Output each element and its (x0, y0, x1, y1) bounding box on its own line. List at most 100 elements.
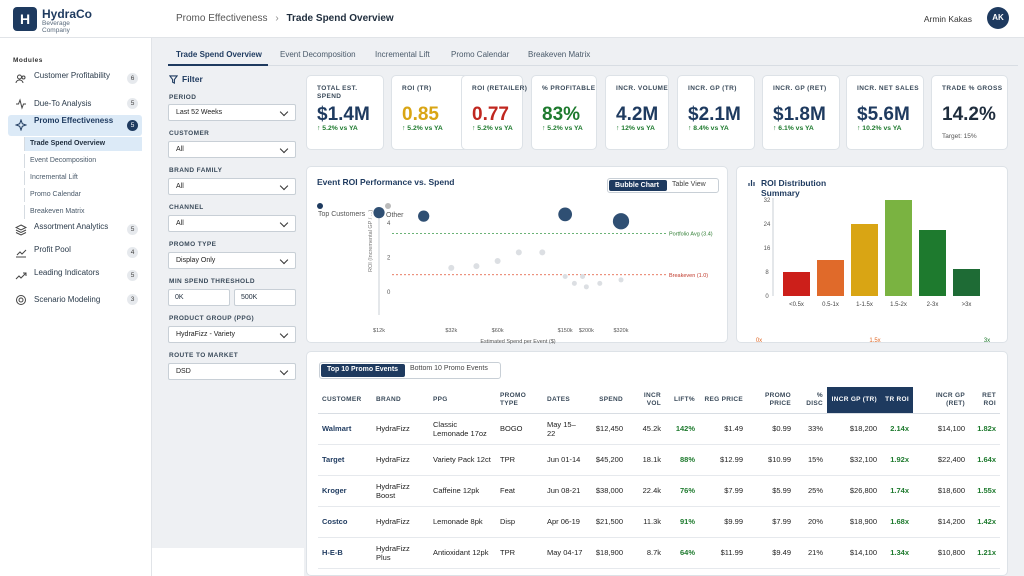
other-bubble (562, 273, 568, 279)
kpi-card-roi-tr: ROI (TR) 0.85 ↑ 5.2% vs YA (391, 75, 469, 150)
col-ret-roi[interactable]: RET ROI (969, 387, 1000, 414)
bubble-chart-toggle[interactable]: Bubble Chart (609, 180, 667, 191)
table-row[interactable]: Costco HydraFizz Lemonade 8pk Disp Apr 06-19… (318, 506, 1000, 538)
col-brand[interactable]: BRAND (372, 387, 429, 414)
sidebar-item-assortment-analytics[interactable]: Assortment Analytics 5 (8, 222, 142, 240)
sidebar-item-promo-effectiveness[interactable]: Promo Effectiveness 5 (8, 115, 142, 136)
col-reg-price[interactable]: REG PRICE (699, 387, 747, 414)
col-promo-type[interactable]: PROMO TYPE (496, 387, 543, 414)
period-select[interactable]: Last 52 Weeks (168, 104, 296, 121)
table-cell: HydraFizz Plus (372, 537, 429, 569)
y-tick-label: 16 (764, 246, 771, 252)
sidebar-subitem-promo-calendar[interactable]: Promo Calendar (24, 188, 142, 202)
other-bubble (494, 257, 501, 264)
table-cell: $7.99 (747, 506, 795, 538)
sidebar-subitem-event-decomposition[interactable]: Event Decomposition (24, 154, 142, 168)
chevron-down-icon (279, 366, 289, 376)
col-spend[interactable]: SPEND (587, 387, 627, 414)
table-cell: Antioxidant 12pk (429, 537, 496, 569)
top-customer-bubble (612, 213, 630, 230)
table-row[interactable]: Walmart HydraFizz Classic Lemonade 17oz BOG… (318, 413, 1000, 445)
kpi-card-total-spend: TOTAL EST. SPEND $1.4M ↑ 5.2% vs YA (306, 75, 384, 150)
min-spend-min-input[interactable]: 0K (168, 289, 230, 306)
col-tr-roi[interactable]: TR ROI (881, 387, 913, 414)
roi-bar-3 (885, 200, 912, 296)
sidebar-subitem-breakeven-matrix[interactable]: Breakeven Matrix (24, 205, 142, 219)
sidebar-item-scenario-modeling[interactable]: Scenario Modeling 3 (8, 292, 142, 310)
bottom-10-toggle[interactable]: Bottom 10 Promo Events (410, 365, 488, 372)
col-incr-gp-ret[interactable]: INCR GP (RET) (913, 387, 969, 414)
other-bubble (580, 273, 586, 279)
channel-select[interactable]: All (168, 215, 296, 232)
customer-link[interactable]: H-E-B (318, 537, 372, 569)
top-10-toggle[interactable]: Top 10 Promo Events (321, 364, 405, 377)
table-cell: 1.92x (881, 444, 913, 476)
table-cell: 1.74x (881, 475, 913, 507)
table-cell: $18,900 (827, 506, 881, 538)
kpi-delta: ↑ 8.4% vs YA (688, 125, 729, 132)
sidebar-item-label: Due-To Analysis (34, 99, 92, 108)
avatar[interactable]: AK (987, 7, 1009, 29)
kpi-card-incr-volume: INCR. VOLUME 4.2M ↑ 12% vs YA (605, 75, 669, 150)
kpi-card-roi-retailer: ROI (RETAILER) 0.77 ↑ 5.2% vs YA (461, 75, 527, 150)
table-view-toggle[interactable]: Table View (672, 181, 706, 188)
table-row[interactable]: Kroger HydraFizz Boost Caffeine 12pk Feat Ju… (318, 475, 1000, 507)
sidebar-subitem-incremental-lift[interactable]: Incremental Lift (24, 171, 142, 185)
col-disc[interactable]: % DISC (795, 387, 827, 414)
brand-family-select[interactable]: All (168, 178, 296, 195)
y-tick-label: 24 (764, 222, 771, 228)
breadcrumb-parent[interactable]: Promo Effectiveness (176, 13, 268, 24)
table-row[interactable]: H-E-B HydraFizz Plus Antioxidant 12pk TPR Ma… (318, 537, 1000, 569)
min-spend-max-input[interactable]: 500K (234, 289, 296, 306)
x-tick-label: $12k (373, 328, 385, 334)
count-badge: 6 (127, 73, 138, 84)
bubble-chart-title: Event ROI Performance vs. Spend (317, 177, 455, 187)
customer-link[interactable]: Target (318, 444, 372, 476)
sidebar-item-leading-indicators[interactable]: Leading Indicators 5 (8, 268, 142, 286)
col-dates[interactable]: DATES (543, 387, 587, 414)
other-bubble (473, 263, 480, 270)
customer-select[interactable]: All (168, 141, 296, 158)
col-customer[interactable]: CUSTOMER (318, 387, 372, 414)
col-incr-vol[interactable]: INCR VOL (627, 387, 665, 414)
customer-link[interactable]: Walmart (318, 413, 372, 445)
tab-promo-calendar[interactable]: Promo Calendar (451, 50, 510, 59)
sidebar-item-customer-profitability[interactable]: Customer Profitability 6 (8, 71, 142, 89)
brand-name: HydraCo (42, 7, 93, 21)
min-spend-label: MIN SPEND THRESHOLD (169, 278, 255, 285)
ppg-select[interactable]: HydraFizz - Variety (168, 326, 296, 343)
table-cell: Jun 08-21 (543, 475, 587, 507)
sidebar-item-profit-pool[interactable]: Profit Pool 4 (8, 245, 142, 263)
col-ppg[interactable]: PPG (429, 387, 496, 414)
promo-type-select[interactable]: Display Only (168, 252, 296, 269)
scale-label-min: 0x (756, 338, 762, 344)
tab-event-decomposition[interactable]: Event Decomposition (280, 50, 356, 59)
tab-breakeven-matrix[interactable]: Breakeven Matrix (528, 50, 591, 59)
route-select[interactable]: DSD (168, 363, 296, 380)
table-cell: $5.99 (747, 475, 795, 507)
other-bubble (618, 277, 624, 283)
count-badge: 5 (127, 224, 138, 235)
table-cell: 18.1k (627, 444, 665, 476)
customer-link[interactable]: Kroger (318, 475, 372, 507)
tab-incremental-lift[interactable]: Incremental Lift (375, 50, 430, 59)
col-lift[interactable]: LIFT% (665, 387, 699, 414)
page-title: Trade Spend Overview (286, 13, 394, 24)
table-cell: $1.49 (699, 413, 747, 445)
kpi-value: 14.2% (942, 104, 996, 125)
active-tab-indicator (168, 64, 268, 66)
chart-icon (16, 249, 27, 258)
customer-link[interactable]: Costco (318, 506, 372, 538)
table-row[interactable]: Target HydraFizz Variety Pack 12ct TPR Jun 0… (318, 444, 1000, 476)
table-cell: $10,800 (913, 537, 969, 569)
table-cell: 20% (795, 506, 827, 538)
bubble-chart: Top Customers Other ROI (Incremental GP / … (317, 203, 713, 344)
col-promo-price[interactable]: PROMO PRICE (747, 387, 795, 414)
tab-trade-spend-overview[interactable]: Trade Spend Overview (176, 50, 262, 59)
col-incr-gp-tr[interactable]: INCR GP (TR) (827, 387, 881, 414)
table-cell: 22.4k (627, 475, 665, 507)
other-bubble (448, 264, 455, 271)
sidebar-subitem-trade-spend-overview[interactable]: Trade Spend Overview (24, 137, 142, 151)
sidebar-item-due-to-analysis[interactable]: Due-To Analysis 5 (8, 96, 142, 114)
sidebar-item-label: Scenario Modeling (34, 295, 101, 304)
